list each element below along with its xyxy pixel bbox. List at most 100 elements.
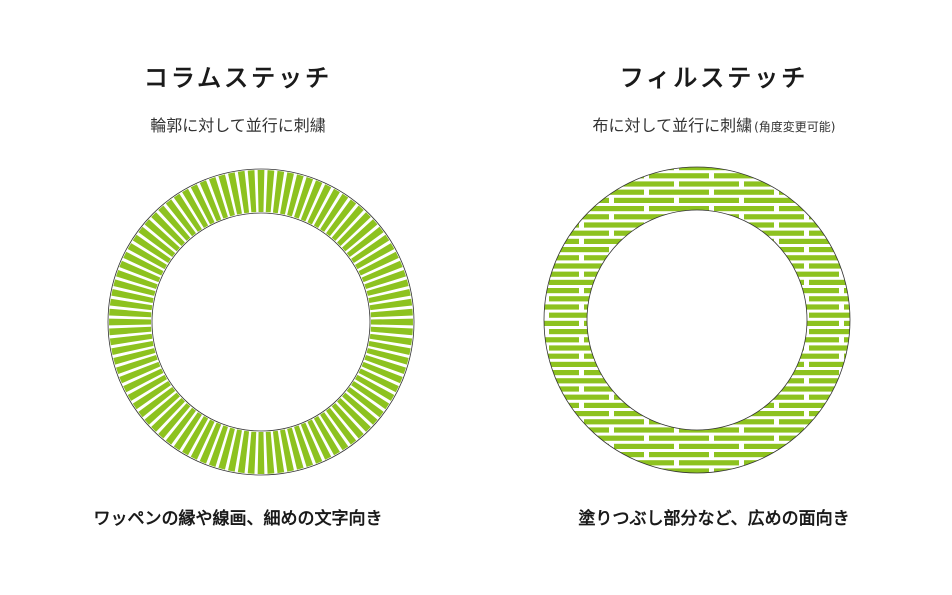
fill-stitch: [549, 427, 609, 433]
fill-stitch: [649, 271, 709, 277]
fill-stitch: [544, 288, 579, 294]
fill-stitch: [844, 370, 850, 376]
fill-stitch: [614, 394, 674, 400]
fill-stitch: [649, 173, 709, 179]
fill-stitch: [909, 321, 952, 326]
fill-stitch: [874, 444, 934, 449]
fill-stitch: [909, 272, 952, 277]
fill-stitch: [874, 263, 934, 268]
column-stitch: [111, 341, 154, 355]
fill-stitch: [544, 435, 579, 441]
column-stitch: [119, 260, 161, 283]
fill-stitch: [909, 419, 952, 424]
column-ring-inner-outline: [151, 212, 371, 432]
fill-stitch: [649, 206, 709, 212]
column-stitch: [109, 318, 152, 326]
fill-stitch: [909, 288, 952, 293]
column-stitch: [127, 243, 167, 270]
fill-stitch: [544, 238, 579, 244]
fill-stitch: [844, 320, 850, 326]
fill-stitch: [714, 353, 774, 359]
fill-stitch: [484, 427, 544, 432]
fill-stitch: [909, 239, 952, 244]
fill-stitch: [649, 288, 709, 294]
column-stitch: [247, 431, 257, 474]
fill-stitch: [714, 304, 774, 310]
fill-stitch-subtitle-main: 布に対して並行に刺繍: [592, 116, 753, 135]
fill-stitch: [649, 419, 709, 425]
fill-stitch: [649, 222, 709, 228]
fill-stitch: [844, 189, 850, 195]
fill-stitch: [809, 181, 850, 187]
fill-stitch: [544, 206, 579, 212]
column-stitch: [237, 170, 250, 214]
column-stitch: [158, 403, 191, 439]
fill-stitch: [679, 247, 739, 253]
fill-stitch: [744, 378, 804, 384]
column-stitch: [119, 361, 161, 384]
fill-stitch: [679, 329, 739, 335]
column-stitch: [111, 289, 154, 303]
column-stitch: [144, 392, 180, 425]
column-stitch-title: コラムステッチ: [143, 64, 333, 92]
fill-stitch: [544, 353, 579, 359]
fill-stitch: [476, 222, 514, 227]
fill-stitch: [584, 419, 644, 425]
fill-stitch: [874, 345, 934, 350]
fill-stitch: [714, 435, 774, 441]
column-stitch: [368, 289, 411, 303]
fill-stitch: [809, 247, 850, 253]
fill-stitch: [649, 189, 709, 195]
fill-stitch: [909, 337, 952, 342]
fill-stitch: [544, 222, 579, 228]
fill-stitch: [584, 402, 644, 408]
column-stitch: [151, 212, 185, 246]
fill-stitch: [714, 238, 774, 244]
column-stitch: [346, 226, 384, 257]
column-stitch: [364, 269, 406, 289]
fill-stitch: [584, 173, 644, 179]
fill-stitch: [874, 378, 934, 383]
fill-stitch: [714, 419, 774, 425]
fill-stitch: [649, 370, 709, 376]
fill-stitch: [614, 411, 674, 417]
fill-stitch: [714, 255, 774, 261]
fill-stitch: [649, 353, 709, 359]
fill-stitch: [779, 238, 839, 244]
column-stitch: [132, 234, 171, 263]
fill-stitch: [549, 394, 609, 400]
column-stitch: [326, 199, 357, 237]
fill-stitch: [679, 167, 739, 171]
fill-stitch: [649, 337, 709, 343]
column-stitch: [123, 251, 164, 276]
fill-stitch: [844, 271, 850, 277]
fill-stitch: [779, 419, 839, 425]
fill-stitch: [909, 190, 952, 195]
fill-stitch: [679, 230, 739, 236]
column-stitch: [361, 260, 403, 283]
fill-stitch: [714, 370, 774, 376]
fill-stitch: [809, 197, 850, 203]
fill-stitch: [714, 189, 774, 195]
fill-stitch: [614, 263, 674, 269]
column-stitch: [337, 398, 371, 432]
fill-stitch: [544, 386, 579, 392]
column-stitch: [113, 348, 156, 365]
column-stitch: [228, 172, 242, 215]
fill-stitch: [679, 443, 739, 449]
column-stitch: [294, 177, 314, 219]
fill-stitch: [484, 313, 544, 318]
fill-stitch: [614, 230, 674, 236]
column-stitch: [123, 368, 164, 393]
fill-stitch: [679, 197, 739, 203]
fill-ring-outer-outline: [543, 166, 851, 474]
column-stitch: [361, 361, 403, 384]
column-stitch: [355, 374, 395, 401]
fill-stitch: [614, 443, 674, 449]
fill-stitch-ring-diagram: [476, 166, 952, 474]
column-ring-outer-outline: [107, 168, 415, 476]
fill-stitch: [614, 329, 674, 335]
fill-stitch: [779, 255, 839, 261]
column-stitch: [358, 368, 399, 393]
column-stitch: [127, 374, 167, 401]
